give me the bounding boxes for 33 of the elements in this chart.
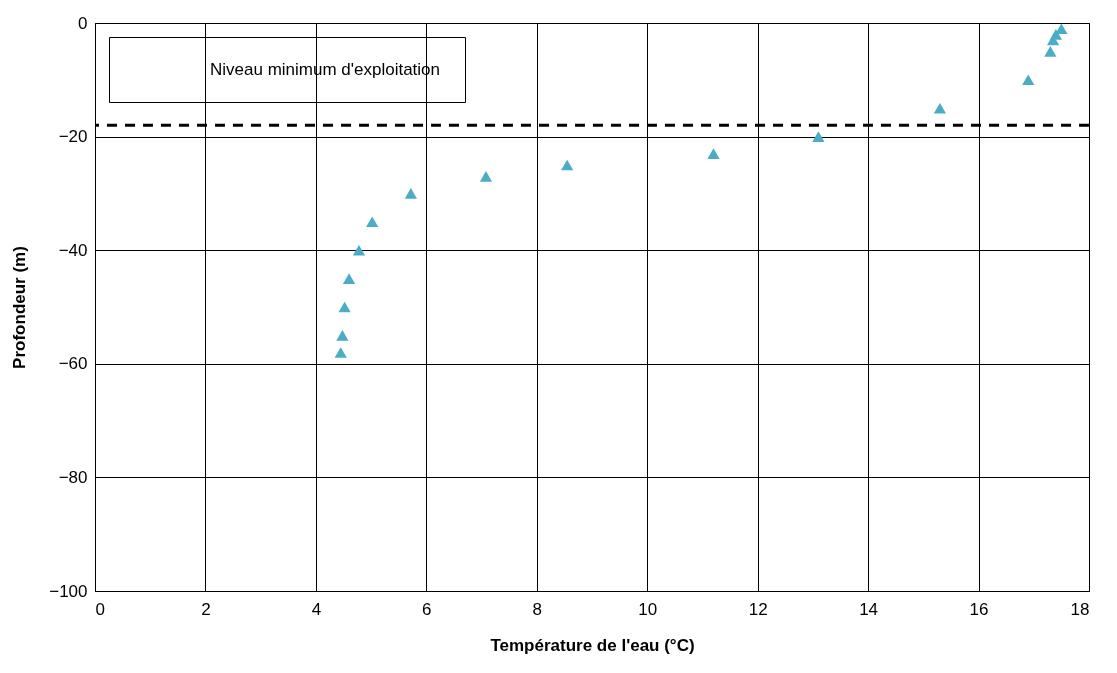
point: [342, 273, 356, 284]
point: [1044, 46, 1057, 57]
x-tick-label: 14: [859, 599, 879, 619]
y-tick-label: 0: [78, 13, 88, 33]
point: [334, 347, 347, 358]
y-tick-label: −100: [49, 581, 88, 601]
point: [933, 102, 947, 114]
x-tick-label: 0: [95, 599, 105, 619]
x-tick-label: 8: [532, 599, 543, 619]
point: [561, 159, 574, 171]
x-axis-title: Température de l'eau (°C): [490, 635, 695, 655]
x-tick-label: 18: [1070, 599, 1090, 619]
x-tick-label: 10: [638, 599, 658, 619]
y-axis-title: Profondeur (m): [10, 246, 30, 369]
point: [338, 301, 351, 313]
point: [336, 330, 349, 341]
y-tick-label: −60: [58, 354, 88, 374]
point: [812, 131, 825, 142]
point: [1049, 29, 1062, 40]
x-tick-label: 6: [422, 599, 432, 619]
point: [479, 171, 493, 182]
x-tick-label: 12: [748, 599, 768, 619]
y-tick-label: −40: [58, 240, 88, 260]
point: [352, 244, 366, 256]
x-tick-label: 2: [201, 599, 211, 619]
x-tick-label: 16: [969, 599, 989, 619]
x-tick-label: 4: [311, 599, 322, 619]
point: [404, 188, 417, 199]
point: [707, 148, 720, 159]
y-tick-label: −80: [58, 467, 88, 487]
point: [1022, 74, 1035, 86]
point: [366, 216, 379, 228]
y-tick-label: −20: [58, 127, 88, 147]
